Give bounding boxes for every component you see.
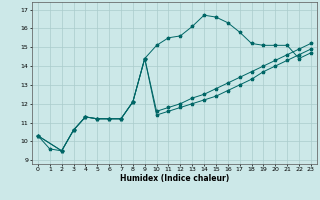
X-axis label: Humidex (Indice chaleur): Humidex (Indice chaleur) xyxy=(120,174,229,183)
